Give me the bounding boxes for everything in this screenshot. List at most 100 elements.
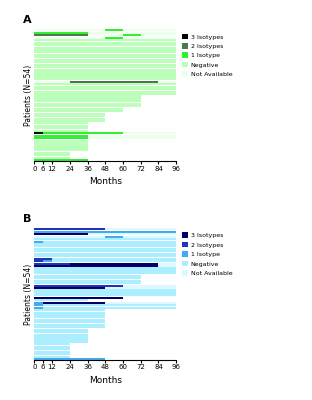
Bar <box>34 108 123 110</box>
Bar <box>34 93 176 95</box>
Bar <box>34 132 43 134</box>
Text: B: B <box>23 214 32 224</box>
Bar <box>34 282 141 284</box>
Bar <box>123 34 141 36</box>
Bar <box>43 132 52 134</box>
Bar <box>34 258 52 260</box>
Bar <box>34 54 176 56</box>
Bar <box>34 299 88 301</box>
Bar <box>34 132 176 134</box>
Bar <box>34 120 105 122</box>
Bar <box>34 29 176 32</box>
Bar <box>34 331 88 333</box>
Bar <box>34 248 176 250</box>
Bar <box>34 71 176 73</box>
Bar <box>105 29 123 32</box>
Bar <box>34 302 43 304</box>
Bar <box>34 44 176 46</box>
Bar <box>34 341 88 343</box>
Bar <box>34 336 88 338</box>
Bar <box>34 277 141 279</box>
Bar <box>34 34 88 36</box>
Bar <box>34 157 70 159</box>
Bar <box>34 324 105 326</box>
Bar <box>34 287 176 289</box>
Bar <box>34 86 176 88</box>
Bar <box>34 144 88 146</box>
Bar <box>34 272 176 274</box>
Bar <box>34 68 176 71</box>
Bar <box>34 96 141 98</box>
Bar <box>34 154 70 156</box>
Bar <box>34 270 176 272</box>
Bar <box>34 314 105 316</box>
Bar <box>34 356 70 358</box>
Bar <box>34 307 43 309</box>
Bar <box>34 100 141 102</box>
Bar <box>52 284 105 287</box>
Bar <box>34 228 176 230</box>
Bar <box>34 280 141 282</box>
Y-axis label: Patients (N=54): Patients (N=54) <box>24 264 33 325</box>
Legend: 3 Isotypes, 2 Isotypes, 1 Isotype, Negative, Not Available: 3 Isotypes, 2 Isotypes, 1 Isotype, Negat… <box>181 231 234 277</box>
Bar <box>34 329 88 331</box>
Bar <box>34 262 176 265</box>
Bar <box>34 113 105 115</box>
Bar <box>52 132 123 134</box>
Bar <box>34 250 176 252</box>
Bar <box>34 236 176 238</box>
Bar <box>34 103 141 105</box>
Bar <box>34 61 176 63</box>
Bar <box>34 275 141 277</box>
Bar <box>34 140 88 142</box>
Bar <box>70 81 105 83</box>
Bar <box>34 135 176 137</box>
Bar <box>34 304 176 306</box>
Bar <box>34 348 70 350</box>
Bar <box>34 343 70 346</box>
Bar <box>34 287 105 289</box>
Bar <box>34 358 105 360</box>
Bar <box>43 302 105 304</box>
X-axis label: Months: Months <box>89 376 122 385</box>
Bar <box>34 83 176 85</box>
Bar <box>34 135 88 137</box>
Bar <box>34 98 141 100</box>
Bar <box>34 284 176 287</box>
Bar <box>34 127 88 129</box>
Bar <box>34 49 176 51</box>
Bar <box>34 307 176 309</box>
Bar <box>34 233 88 235</box>
Bar <box>34 142 88 144</box>
Bar <box>34 294 176 296</box>
Bar <box>105 236 123 238</box>
Bar <box>34 110 123 112</box>
Bar <box>34 265 70 267</box>
Bar <box>34 74 176 76</box>
Bar <box>34 338 88 340</box>
Bar <box>34 46 176 48</box>
Bar <box>70 265 158 267</box>
Bar <box>34 122 88 124</box>
Bar <box>34 231 176 233</box>
Bar <box>34 292 176 294</box>
Bar <box>70 262 158 265</box>
Bar <box>34 52 176 54</box>
Bar <box>34 240 43 242</box>
Bar <box>34 238 176 240</box>
Bar <box>34 130 88 132</box>
Bar <box>105 81 158 83</box>
Bar <box>34 39 176 41</box>
Bar <box>34 312 105 314</box>
Bar <box>34 42 176 44</box>
Bar <box>105 37 123 39</box>
Bar <box>34 88 176 90</box>
Bar <box>34 304 43 306</box>
Bar <box>34 32 88 34</box>
Bar <box>34 309 105 311</box>
Bar <box>34 231 176 233</box>
Bar <box>105 297 123 299</box>
Bar <box>34 265 176 267</box>
Bar <box>34 290 176 292</box>
Bar <box>34 346 70 348</box>
